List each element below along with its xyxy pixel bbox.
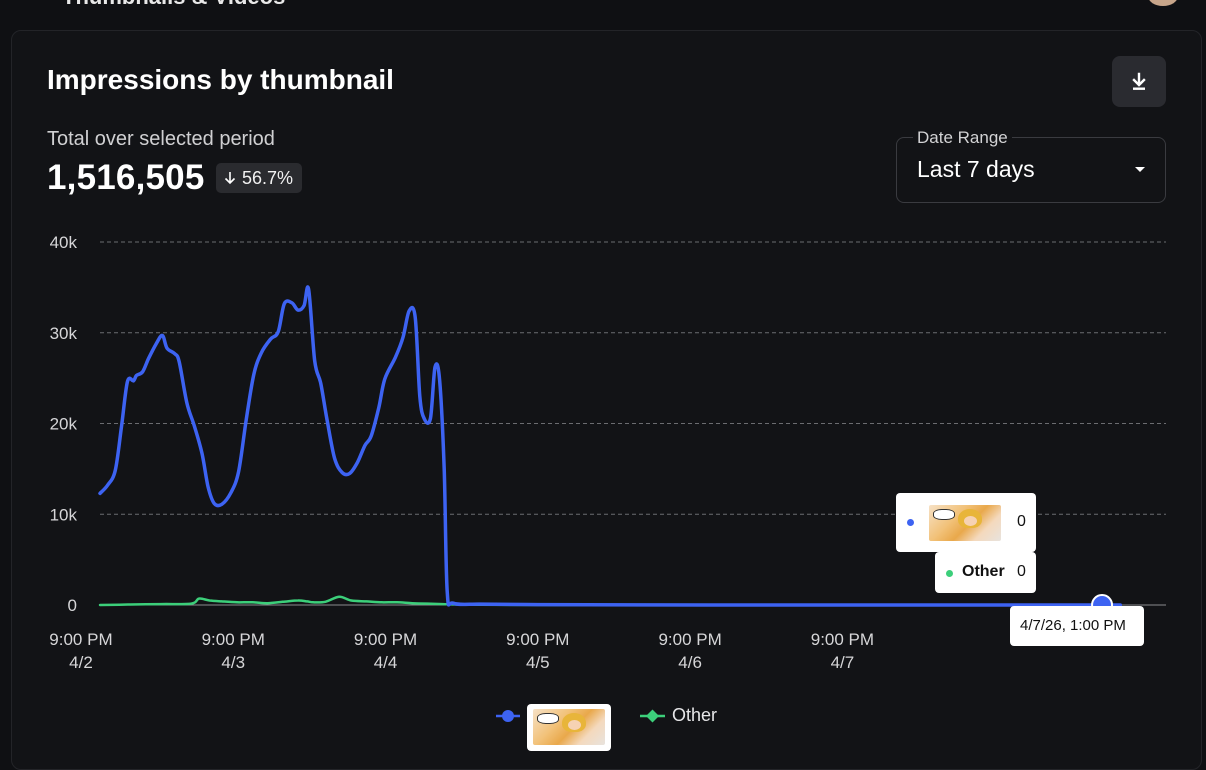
legend-thumbnail-image xyxy=(533,709,605,745)
x-tick-time: 9:00 PM xyxy=(658,630,721,649)
x-tick-time: 9:00 PM xyxy=(202,630,265,649)
y-tick-label: 20k xyxy=(50,415,78,434)
x-tick-date: 4/6 xyxy=(678,653,702,672)
total-value: 1,516,505 xyxy=(47,158,205,197)
tooltip-other-row: Other 0 xyxy=(935,552,1036,593)
impressions-card xyxy=(11,30,1202,770)
x-tick-date: 4/4 xyxy=(374,653,398,672)
download-icon xyxy=(1132,72,1146,90)
x-tick-time: 9:00 PM xyxy=(49,630,112,649)
tooltip-date-label: 4/7/26, 1:00 PM xyxy=(1020,617,1126,634)
tooltip-thumbnail-value: 0 xyxy=(1017,513,1026,530)
thumbnail-image xyxy=(929,505,1001,541)
chart-series xyxy=(98,285,1123,607)
arrow-down-icon xyxy=(224,172,236,185)
x-tick-time: 9:00 PM xyxy=(354,630,417,649)
series-line-thumbnail xyxy=(98,285,1123,607)
tooltip-other-label: Other xyxy=(962,563,1005,580)
x-tick-time: 9:00 PM xyxy=(811,630,874,649)
avatar[interactable] xyxy=(1148,0,1178,6)
total-label: Total over selected period xyxy=(47,128,275,150)
x-tick-time: 9:00 PM xyxy=(506,630,569,649)
thumbnail-series-dot xyxy=(907,519,914,526)
card-title: Impressions by thumbnail xyxy=(47,64,394,95)
change-badge: 56.7% xyxy=(216,163,303,193)
legend-markers xyxy=(496,709,665,723)
y-axis-ticks: 0 10k 20k 30k 40k xyxy=(50,233,78,615)
date-range-value[interactable]: Last 7 days xyxy=(917,156,1035,182)
legend-marker-other xyxy=(646,709,659,723)
download-button[interactable] xyxy=(1112,56,1166,107)
date-range-label: Date Range xyxy=(913,128,1012,148)
tooltip-other-value: 0 xyxy=(1017,563,1026,580)
y-tick-label: 10k xyxy=(50,505,78,524)
y-tick-label: 40k xyxy=(50,233,78,252)
tooltip-thumbnail-row: 0 xyxy=(896,493,1036,552)
x-tick-date: 4/5 xyxy=(526,653,550,672)
other-series-dot xyxy=(946,570,953,577)
change-value: 56.7% xyxy=(242,167,294,188)
tooltip-date: 4/7/26, 1:00 PM xyxy=(1010,606,1144,646)
x-tick-date: 4/3 xyxy=(221,653,245,672)
y-tick-label: 30k xyxy=(50,324,78,343)
y-tick-label: 0 xyxy=(68,596,77,615)
x-axis-ticks: 9:00 PM4/19:00 PM4/29:00 PM4/39:00 PM4/4… xyxy=(49,630,874,672)
section-title: Thumbnails & Videos xyxy=(62,0,285,10)
legend-item-other[interactable]: Other xyxy=(672,705,718,725)
caret-down-icon[interactable] xyxy=(1135,167,1145,172)
x-tick-date: 4/2 xyxy=(69,653,93,672)
x-tick-date: 4/7 xyxy=(831,653,855,672)
legend-item-thumbnail[interactable] xyxy=(527,704,611,751)
legend-marker-thumbnail xyxy=(502,710,514,722)
date-range-select[interactable] xyxy=(896,137,1166,203)
